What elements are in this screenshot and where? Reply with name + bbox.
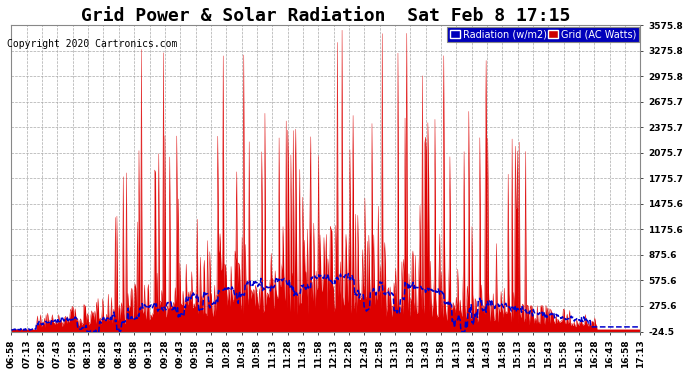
- Text: Copyright 2020 Cartronics.com: Copyright 2020 Cartronics.com: [7, 39, 177, 50]
- Title: Grid Power & Solar Radiation  Sat Feb 8 17:15: Grid Power & Solar Radiation Sat Feb 8 1…: [81, 7, 571, 25]
- Legend: Radiation (w/m2), Grid (AC Watts): Radiation (w/m2), Grid (AC Watts): [448, 27, 639, 42]
